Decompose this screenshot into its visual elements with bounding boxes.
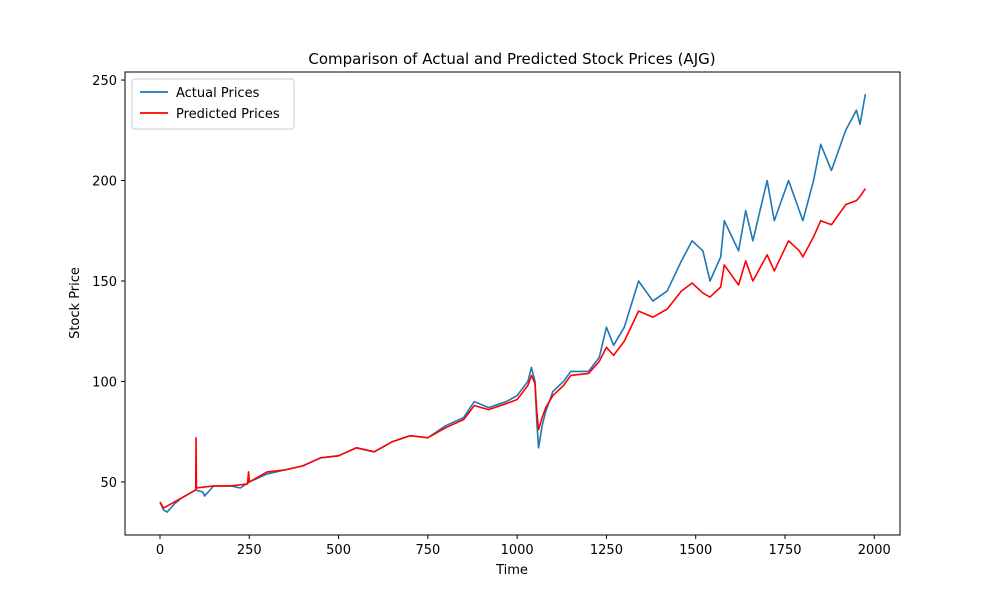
plot-frame	[124, 71, 901, 536]
y-tick-label: 50	[100, 476, 117, 491]
y-axis-label: Stock Price	[68, 267, 83, 339]
y-tick-label: 150	[92, 275, 117, 290]
x-tick-label: 1750	[768, 543, 801, 558]
y-tick-label: 100	[92, 375, 117, 390]
x-tick-label: 0	[156, 543, 164, 558]
x-tick-label: 1250	[590, 543, 623, 558]
legend-box	[131, 78, 295, 130]
y-tick-label: 200	[92, 175, 117, 190]
x-axis-label: Time	[495, 563, 528, 578]
legend-label: Predicted Prices	[176, 107, 280, 122]
y-tick-label: 250	[92, 74, 117, 89]
x-tick-label: 250	[237, 543, 262, 558]
series-line	[159, 93, 867, 513]
x-tick-label: 1000	[501, 543, 534, 558]
x-tick-label: 750	[415, 543, 440, 558]
legend-label: Actual Prices	[176, 86, 260, 101]
chart-title: Comparison of Actual and Predicted Stock…	[308, 50, 715, 68]
series-line	[159, 188, 867, 509]
x-tick-label: 500	[326, 543, 351, 558]
x-tick-label: 2000	[858, 543, 891, 558]
x-tick-label: 1500	[679, 543, 712, 558]
